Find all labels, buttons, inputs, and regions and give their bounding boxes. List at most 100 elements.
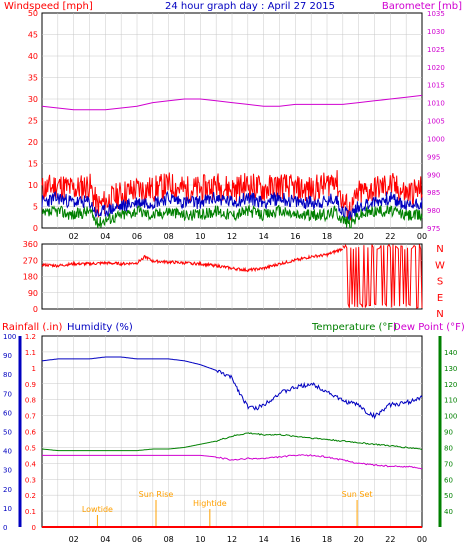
humidity-tick-label: 50 xyxy=(3,429,12,437)
windspeed-tick-label: 15 xyxy=(28,160,38,169)
barometer-axis-title: Barometer [mb] xyxy=(382,1,462,12)
windspeed-tick-label: 5 xyxy=(33,203,38,212)
barometer-tick-label: 975 xyxy=(427,225,440,233)
humidity-tick-label: 90 xyxy=(3,352,12,360)
astro-tide-annotation: Sun Rise xyxy=(139,490,174,499)
direction-tick-label: 0 xyxy=(33,305,38,314)
humidity-tick-label: 10 xyxy=(3,505,12,513)
rainfall-tick-label: 0.2 xyxy=(25,492,36,500)
x-tick-label: 08 xyxy=(164,535,174,544)
compass-label: S xyxy=(437,277,443,288)
humidity-tick-label: 60 xyxy=(3,409,12,417)
temperature-tick-label: 100 xyxy=(444,413,457,421)
temperature-tick-label: 120 xyxy=(444,381,457,389)
windspeed-tick-label: 0 xyxy=(33,224,38,233)
x-tick-label: 16 xyxy=(290,232,300,241)
rain-humidity-temperature-panel: 0 0.1 0.2 0.3 0.4 0.5 0.6 0.7 0.8 0.9 1 1.1 1.2 0 10 20… xyxy=(3,333,457,544)
barometer-tick-label: 1005 xyxy=(427,118,445,126)
x-tick-label: 04 xyxy=(100,535,110,544)
temperature-tick-label: 140 xyxy=(444,349,457,357)
x-tick-label: 00 xyxy=(417,535,427,544)
astro-tide-annotation: Lowtide xyxy=(82,505,113,514)
wind-direction-line xyxy=(41,247,343,273)
x-tick-label: 18 xyxy=(322,535,332,544)
rainfall-tick-label: 0 xyxy=(32,524,36,532)
barometer-tick-label: 990 xyxy=(427,171,440,179)
compass-label: W xyxy=(435,260,445,271)
rainfall-tick-label: 1.1 xyxy=(25,349,36,357)
rainfall-tick-label: 0.8 xyxy=(25,397,36,405)
temperature-tick-label: 130 xyxy=(444,365,457,373)
barometer-tick-label: 985 xyxy=(427,189,440,197)
compass-label: N xyxy=(436,244,443,255)
humidity-tick-label: 30 xyxy=(3,467,12,475)
dewpoint-series-line xyxy=(42,454,423,470)
windspeed-axis-title: Windspeed [mph] xyxy=(4,1,93,12)
x-tick-label: 22 xyxy=(385,232,395,241)
astro-tide-annotation: Sun Set xyxy=(342,490,373,499)
barometer-tick-label: 1020 xyxy=(427,64,445,72)
rainfall-tick-label: 1.2 xyxy=(25,333,36,341)
windspeed-tick-label: 20 xyxy=(28,138,38,147)
x-tick-label: 06 xyxy=(132,232,142,241)
dewpoint-axis-title: Dew Point (°F) xyxy=(393,322,465,333)
windspeed-tick-label: 50 xyxy=(28,9,38,18)
barometer-tick-label: 995 xyxy=(427,153,440,161)
humidity-axis-title: Humidity (%) xyxy=(67,322,133,333)
x-tick-label: 02 xyxy=(69,535,79,544)
barometer-tick-label: 1025 xyxy=(427,46,445,54)
barometer-tick-label: 1035 xyxy=(427,10,445,18)
x-tick-label: 10 xyxy=(195,232,205,241)
temperature-axis-title: Temperature (°F) xyxy=(311,322,397,333)
windspeed-series-line xyxy=(41,203,423,229)
barometer-tick-label: 1010 xyxy=(427,100,445,108)
astro-tide-annotation: Hightide xyxy=(193,499,227,508)
x-tick-label: 14 xyxy=(259,232,269,241)
x-tick-label: 20 xyxy=(354,232,364,241)
humidity-tick-label: 40 xyxy=(3,448,12,456)
compass-label: E xyxy=(437,293,443,304)
wind-direction-variable-line xyxy=(342,243,423,309)
windspeed-tick-label: 40 xyxy=(28,52,38,61)
barometer-tick-label: 1015 xyxy=(427,82,445,90)
temperature-tick-label: 90 xyxy=(444,429,453,437)
rainfall-tick-label: 0.5 xyxy=(25,444,36,452)
windspeed-series-line xyxy=(41,190,423,222)
humidity-tick-label: 70 xyxy=(3,390,12,398)
wind-panel: 0510152025303540455097598098599099510001… xyxy=(28,9,445,241)
rainfall-tick-label: 0.1 xyxy=(25,508,36,516)
rainfall-tick-label: 0.4 xyxy=(25,460,37,468)
humidity-tick-label: 0 xyxy=(3,524,7,532)
temperature-tick-label: 110 xyxy=(444,397,457,405)
humidity-series-line xyxy=(41,356,423,420)
x-tick-label: 04 xyxy=(100,232,110,241)
x-tick-label: 12 xyxy=(227,232,237,241)
x-tick-label: 12 xyxy=(227,535,237,544)
x-tick-label: 18 xyxy=(322,232,332,241)
rainfall-tick-label: 0.6 xyxy=(25,429,37,437)
direction-tick-label: 270 xyxy=(23,256,38,265)
temperature-tick-label: 50 xyxy=(444,492,453,500)
direction-tick-label: 90 xyxy=(28,289,38,298)
x-tick-label: 22 xyxy=(385,535,395,544)
rainfall-axis-title: Rainfall (.in) xyxy=(2,322,63,333)
windspeed-tick-label: 45 xyxy=(28,31,38,40)
direction-tick-label: 360 xyxy=(23,240,38,249)
temperature-tick-label: 80 xyxy=(444,444,453,452)
x-tick-label: 14 xyxy=(259,535,269,544)
graph-title: 24 hour graph day : April 27 2015 xyxy=(165,1,335,12)
windspeed-tick-label: 25 xyxy=(28,117,38,126)
x-tick-label: 16 xyxy=(290,535,300,544)
temperature-tick-label: 40 xyxy=(444,508,453,516)
direction-tick-label: 180 xyxy=(23,273,38,282)
x-tick-label: 20 xyxy=(354,535,364,544)
barometer-series-line xyxy=(41,94,423,111)
compass-label: N xyxy=(436,309,443,320)
rainfall-tick-label: 0.7 xyxy=(25,413,36,421)
barometer-tick-label: 980 xyxy=(427,207,440,215)
temperature-series-line xyxy=(41,432,423,452)
humidity-tick-label: 80 xyxy=(3,371,12,379)
windspeed-tick-label: 30 xyxy=(28,95,38,104)
